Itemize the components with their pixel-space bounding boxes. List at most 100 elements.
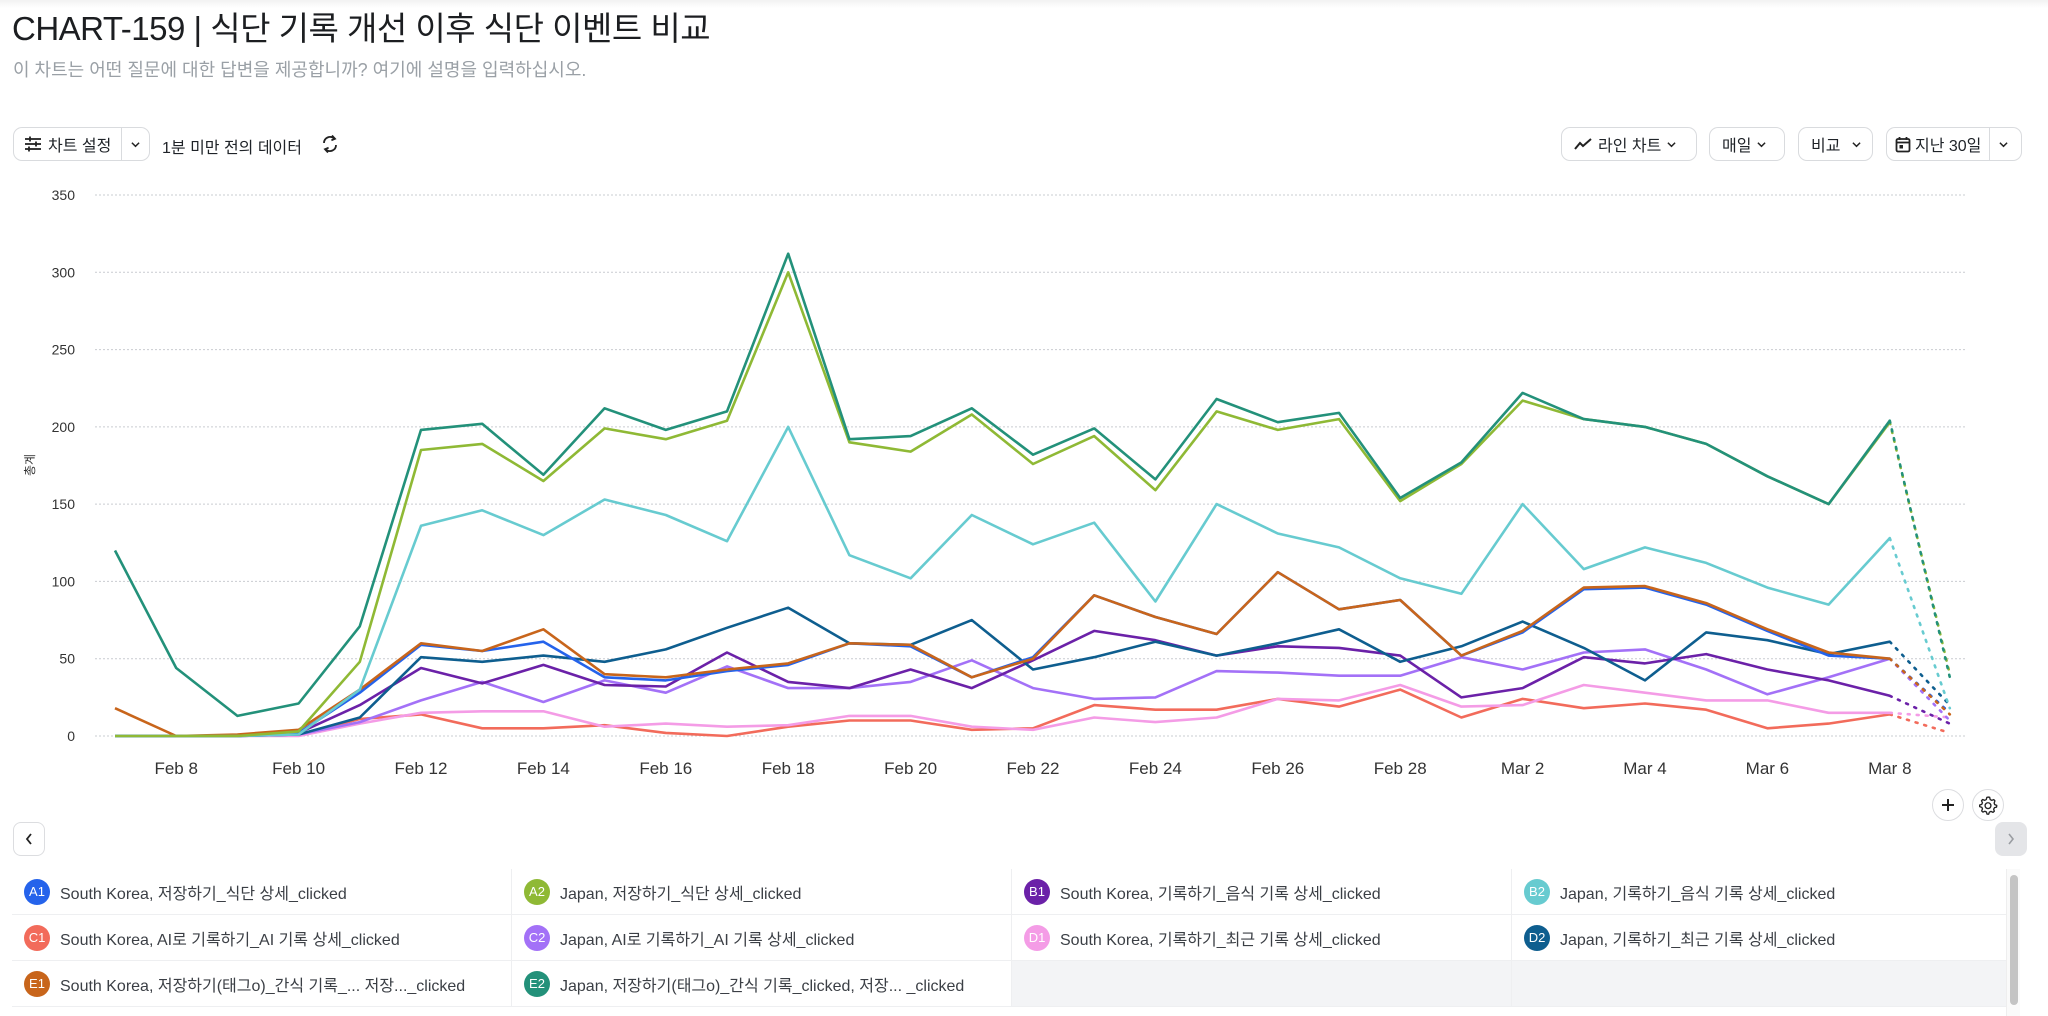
chevron-down-icon xyxy=(131,141,140,147)
y-axis-label: 총계 xyxy=(23,454,37,476)
series-line-E1[interactable] xyxy=(114,570,1890,738)
series-E1[interactable] xyxy=(114,570,1952,738)
legend-item[interactable]: B1 South Korea, 기록하기_음식 기록 상세_clicked xyxy=(1012,869,1512,915)
chart-settings-button[interactable]: 차트 설정 xyxy=(14,128,121,160)
legend-item[interactable]: E1 South Korea, 저장하기(태그o)_간식 기록_... 저장...… xyxy=(12,961,512,1007)
date-range-picker: 지난 30일 xyxy=(1886,127,2022,161)
x-tick-label: Feb 10 xyxy=(272,759,325,778)
series-projection-B2 xyxy=(1888,536,1952,710)
x-axis-ticks: Feb 8 Feb 10 Feb 12 Feb 14 Feb 16 Feb 18 Feb 2… xyxy=(154,759,1911,778)
legend-item[interactable]: C2 Japan, AI로 기록하기_AI 기록 상세_clicked xyxy=(512,915,1012,961)
y-tick-label: 150 xyxy=(52,496,76,512)
series-B1[interactable] xyxy=(115,629,1952,738)
series-line-D2[interactable] xyxy=(115,606,1891,738)
x-tick-label: Feb 26 xyxy=(1251,759,1304,778)
chevron-down-icon xyxy=(1757,141,1767,147)
legend-empty-cell xyxy=(1512,961,2012,1007)
legend-prev-button[interactable] xyxy=(13,822,45,856)
date-range-dropdown[interactable] xyxy=(1989,128,2017,160)
x-tick-label: Feb 12 xyxy=(395,759,448,778)
line-chart-icon xyxy=(1574,138,1592,150)
y-tick-label: 0 xyxy=(67,728,75,744)
series-badge: A1 xyxy=(24,878,50,905)
chevron-down-icon xyxy=(1667,141,1676,147)
legend-item[interactable]: E2 Japan, 저장하기(태그o)_간식 기록_clicked, 저장... … xyxy=(512,961,1012,1007)
sliders-icon xyxy=(25,136,41,152)
y-tick-label: 200 xyxy=(52,419,76,435)
plus-icon xyxy=(1942,799,1954,811)
add-button[interactable] xyxy=(1932,789,1964,821)
gear-icon xyxy=(1979,796,1998,815)
date-range-button[interactable]: 지난 30일 xyxy=(1887,128,1989,160)
legend-label: South Korea, AI로 기록하기_AI 기록 상세_clicked xyxy=(60,931,400,949)
series-line-B2[interactable] xyxy=(115,425,1891,738)
legend-item[interactable]: D2 Japan, 기록하기_최근 기록 상세_clicked xyxy=(1512,915,2012,961)
interval-dropdown[interactable]: 매일 xyxy=(1709,127,1785,161)
series-badge: E1 xyxy=(24,970,50,997)
legend-label: Japan, AI로 기록하기_AI 기록 상세_clicked xyxy=(560,931,855,949)
chart-options-button[interactable] xyxy=(1972,789,2004,821)
series-B2[interactable] xyxy=(115,425,1952,738)
legend-label: South Korea, 저장하기_식단 상세_clicked xyxy=(60,885,347,903)
series-projection-C1 xyxy=(1888,713,1952,735)
chevron-down-icon xyxy=(1852,141,1862,147)
interval-label: 매일 xyxy=(1722,138,1752,155)
legend: A1 South Korea, 저장하기_식단 상세_clicked A2 Japan… xyxy=(12,869,2012,1016)
y-tick-label: 250 xyxy=(52,342,76,358)
series-badge: D2 xyxy=(1524,924,1550,951)
legend-item[interactable]: B2 Japan, 기록하기_음식 기록 상세_clicked xyxy=(1512,869,2012,915)
chart-settings-dropdown[interactable] xyxy=(121,128,149,160)
series-line-D1[interactable] xyxy=(115,683,1890,738)
x-tick-label: Feb 28 xyxy=(1374,759,1427,778)
series-line-E2[interactable] xyxy=(113,252,1891,718)
legend-label: Japan, 저장하기_식단 상세_clicked xyxy=(560,885,802,903)
series-E2[interactable] xyxy=(113,252,1952,718)
legend-label: South Korea, 기록하기_최근 기록 상세_clicked xyxy=(1060,931,1381,949)
legend-item[interactable]: D1 South Korea, 기록하기_최근 기록 상세_clicked xyxy=(1012,915,1512,961)
series-projection-D1 xyxy=(1888,711,1952,719)
x-tick-label: Mar 8 xyxy=(1868,759,1911,778)
page-title[interactable]: CHART-159 | 식단 기록 개선 이후 식단 이벤트 비교 xyxy=(12,10,711,47)
series-D2[interactable] xyxy=(115,606,1952,738)
description-field[interactable]: 이 차트는 어떤 질문에 대한 답변을 제공합니까? 여기에 설명을 입력하십시… xyxy=(13,60,587,80)
y-tick-label: 100 xyxy=(52,573,76,589)
chevron-left-icon xyxy=(25,833,32,845)
series-badge: B1 xyxy=(1024,878,1050,905)
x-tick-label: Feb 22 xyxy=(1007,759,1060,778)
series-badge: B2 xyxy=(1524,878,1550,905)
series-projection-D2 xyxy=(1888,640,1952,707)
legend-label: South Korea, 기록하기_음식 기록 상세_clicked xyxy=(1060,885,1381,903)
grid-lines xyxy=(95,194,1965,737)
series-projection-A2 xyxy=(1888,420,1952,676)
series-projection-E2 xyxy=(1888,419,1952,679)
legend-label: South Korea, 저장하기(태그o)_간식 기록_... 저장..._c… xyxy=(60,977,466,995)
legend-item[interactable]: C1 South Korea, AI로 기록하기_AI 기록 상세_clicked xyxy=(12,915,512,961)
x-tick-label: Feb 16 xyxy=(639,759,692,778)
compare-dropdown[interactable]: 비교 xyxy=(1798,127,1873,161)
legend-item[interactable]: A2 Japan, 저장하기_식단 상세_clicked xyxy=(512,869,1012,915)
series-line-A1[interactable] xyxy=(115,570,1890,738)
legend-next-button[interactable] xyxy=(1995,822,2027,856)
x-tick-label: Feb 14 xyxy=(517,759,570,778)
series-badge: D1 xyxy=(1024,924,1050,951)
chart-type-dropdown[interactable]: 라인 차트 xyxy=(1561,127,1697,161)
x-tick-label: Feb 18 xyxy=(762,759,815,778)
refresh-button[interactable] xyxy=(318,132,342,156)
x-tick-label: Mar 2 xyxy=(1501,759,1544,778)
x-tick-label: Mar 4 xyxy=(1623,759,1666,778)
series-projection-C2 xyxy=(1888,657,1952,722)
legend-label: Japan, 기록하기_최근 기록 상세_clicked xyxy=(1560,931,1836,949)
legend-item[interactable]: A1 South Korea, 저장하기_식단 상세_clicked xyxy=(12,869,512,915)
legend-scrollbar[interactable] xyxy=(2006,869,2020,1016)
legend-label: Japan, 기록하기_음식 기록 상세_clicked xyxy=(1560,885,1836,903)
series-line-B1[interactable] xyxy=(115,629,1891,738)
legend-label: Japan, 저장하기(태그o)_간식 기록_clicked, 저장... _c… xyxy=(560,977,965,995)
series-projection-B1 xyxy=(1888,694,1952,725)
x-tick-label: Mar 6 xyxy=(1746,759,1789,778)
y-tick-label: 50 xyxy=(59,651,75,667)
series-D1[interactable] xyxy=(115,683,1952,738)
series-lines xyxy=(113,252,1952,738)
series-C2[interactable] xyxy=(115,648,1952,738)
scrollbar-thumb[interactable] xyxy=(2010,875,2018,1005)
